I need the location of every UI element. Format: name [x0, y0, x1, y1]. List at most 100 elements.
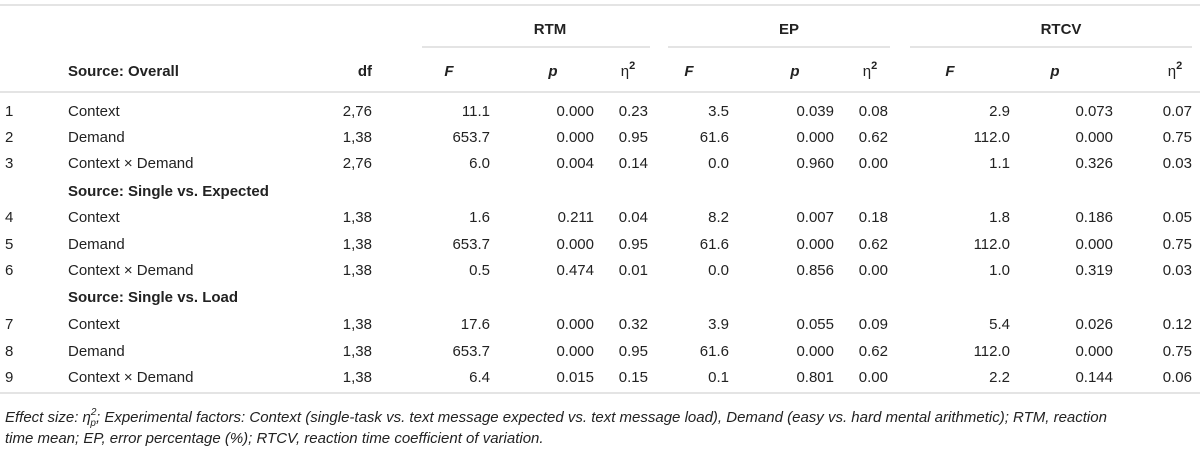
cell: 0.95: [619, 236, 648, 253]
df: 1,38: [343, 209, 372, 226]
cell: 653.7: [452, 236, 490, 253]
cell: 61.6: [700, 129, 729, 146]
cell: 0.039: [796, 103, 834, 120]
symbol: η: [1168, 63, 1176, 80]
col-header: F: [684, 63, 694, 80]
cell: 0.95: [619, 129, 648, 146]
symbol: η: [621, 63, 629, 80]
cell: 0.04: [619, 209, 648, 226]
superscript: 2: [90, 407, 97, 418]
cell: 0.62: [859, 129, 888, 146]
row-number: 6: [5, 262, 13, 279]
cell: 653.7: [452, 129, 490, 146]
cell: 0.62: [859, 343, 888, 360]
df: 2,76: [343, 103, 372, 120]
col-header: η2: [1168, 60, 1182, 80]
cell: 2.2: [989, 369, 1010, 386]
col-header: Source: Overall: [68, 63, 179, 80]
cell: 0.01: [619, 262, 648, 279]
col-header: F: [444, 63, 454, 80]
cell: 0.75: [1163, 236, 1192, 253]
footnote-label: Effect size:: [5, 409, 83, 426]
cell: 0.000: [556, 129, 594, 146]
cell: 112.0: [974, 236, 1010, 253]
row-number: 9: [5, 369, 13, 386]
source: Context × Demand: [68, 155, 194, 172]
cell: 0.75: [1163, 129, 1192, 146]
cell: 0.0: [708, 155, 729, 172]
row-number: 7: [5, 316, 13, 333]
row-number: 1: [5, 103, 13, 120]
cell: 112.0: [974, 343, 1010, 360]
cell: 0.073: [1075, 103, 1113, 120]
cell: 0.000: [556, 316, 594, 333]
cell: 0.000: [796, 129, 834, 146]
df: 2,76: [343, 155, 372, 172]
col-header: F: [945, 63, 955, 80]
cell: 2.9: [989, 103, 1010, 120]
cell: 0.856: [796, 262, 834, 279]
cell: 0.0: [708, 262, 729, 279]
row-number: 2: [5, 129, 13, 146]
df: 1,38: [343, 262, 372, 279]
cell: 0.186: [1075, 209, 1113, 226]
cell: 61.6: [700, 343, 729, 360]
cell: 11.1: [462, 103, 490, 120]
cell: 0.007: [796, 209, 834, 226]
col-header: p: [1049, 63, 1059, 80]
cell: 0.000: [556, 236, 594, 253]
cell: 0.000: [796, 236, 834, 253]
cell: 0.004: [556, 155, 594, 172]
group-header: RTM: [534, 21, 567, 38]
cell: 0.000: [556, 343, 594, 360]
col-header: η2: [863, 60, 877, 80]
cell: 0.08: [859, 103, 888, 120]
source: Context: [68, 103, 121, 120]
cell: 0.801: [796, 369, 834, 386]
cell: 0.055: [796, 316, 834, 333]
df: 1,38: [343, 316, 372, 333]
footnote: Effect size: η2 p; Experimental factors: …: [5, 407, 1107, 429]
superscript: 2: [871, 60, 877, 72]
source: Demand: [68, 343, 125, 360]
cell: 0.319: [1075, 262, 1113, 279]
cell: 0.05: [1163, 209, 1192, 226]
cell: 0.000: [1075, 236, 1113, 253]
subscript: p: [89, 418, 96, 429]
cell: 1.6: [469, 209, 490, 226]
cell: 0.474: [556, 262, 594, 279]
section-title: Source: Single vs. Expected: [68, 183, 269, 200]
symbol: η: [863, 63, 871, 80]
cell: 0.000: [1075, 129, 1113, 146]
cell: 6.0: [469, 155, 490, 172]
df: 1,38: [343, 343, 372, 360]
source: Demand: [68, 236, 125, 253]
group-header: EP: [779, 21, 799, 38]
cell: 0.75: [1163, 343, 1192, 360]
cell: 0.06: [1163, 369, 1192, 386]
cell: 3.5: [708, 103, 729, 120]
cell: 0.015: [556, 369, 594, 386]
cell: 653.7: [452, 343, 490, 360]
cell: 0.1: [708, 369, 729, 386]
cell: 1.0: [989, 262, 1010, 279]
cell: 6.4: [469, 369, 490, 386]
source: Context: [68, 209, 121, 226]
cell: 0.326: [1075, 155, 1113, 172]
cell: 0.95: [619, 343, 648, 360]
row-number: 5: [5, 236, 13, 253]
source: Context × Demand: [68, 369, 194, 386]
cell: 0.5: [469, 262, 490, 279]
cell: 0.000: [556, 103, 594, 120]
cell: 0.00: [859, 369, 888, 386]
cell: 0.03: [1163, 155, 1192, 172]
col-header: η2: [621, 60, 635, 80]
cell: 61.6: [700, 236, 729, 253]
source: Context × Demand: [68, 262, 194, 279]
source: Demand: [68, 129, 125, 146]
row-number: 3: [5, 155, 13, 172]
cell: 0.03: [1163, 262, 1192, 279]
cell: 0.000: [796, 343, 834, 360]
cell: 0.211: [558, 209, 594, 226]
